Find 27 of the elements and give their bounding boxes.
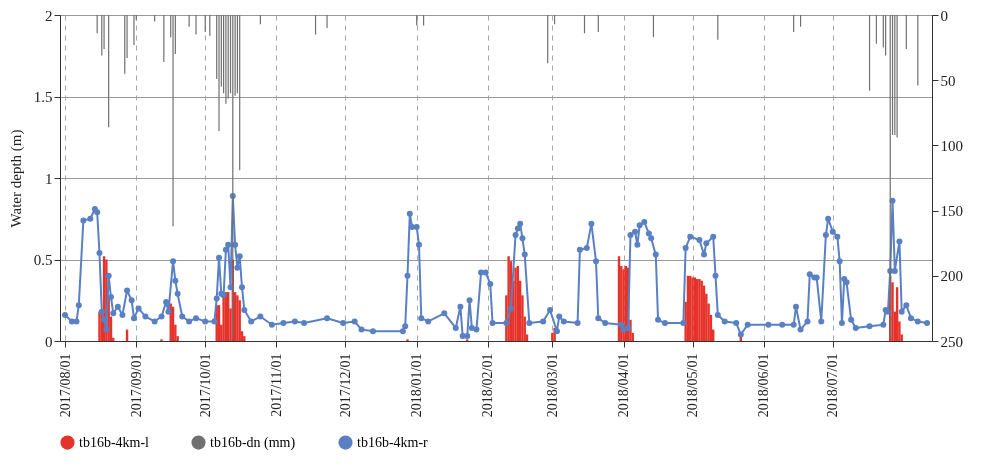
- legend-label: tb16b-dn (mm): [210, 434, 296, 451]
- y2-tick-label: 250: [940, 333, 963, 350]
- x-tick-label: 2017/08/01: [57, 353, 73, 418]
- y-axis-title: Water depth (m): [7, 129, 25, 228]
- y2-tick-label: 0: [940, 7, 948, 24]
- y2-tick-label: 150: [940, 203, 963, 220]
- x-tick-label: 2018/01/01: [409, 353, 425, 418]
- x-tick-label: 2018/04/01: [616, 353, 632, 418]
- x-tick-label: 2018/06/01: [756, 353, 772, 418]
- x-tick-label: 2017/10/01: [197, 353, 213, 418]
- x-tick-label: 2017/12/01: [337, 353, 353, 418]
- y2-tick-label: 50: [940, 72, 956, 89]
- x-tick-label: 2017/09/01: [128, 353, 144, 418]
- y-tick-label: 2: [45, 7, 53, 24]
- x-tick-label: 2018/02/01: [480, 353, 496, 418]
- legend-label: tb16b-4km-l: [79, 434, 150, 450]
- x-tick-label: 2018/03/01: [544, 353, 560, 418]
- x-tick-label: 2017/11/01: [268, 353, 284, 417]
- y-tick-label: 1.5: [33, 89, 53, 105]
- y2-tick-label: 200: [940, 268, 963, 285]
- x-tick-label: 2018/05/01: [685, 353, 701, 418]
- x-tick-label: 2018/07/01: [825, 353, 841, 418]
- y-tick-label: 0.5: [33, 252, 53, 268]
- y-tick-label: 1: [45, 170, 53, 187]
- y-tick-label: 0: [45, 333, 53, 350]
- y2-tick-label: 100: [940, 137, 963, 154]
- legend-label: tb16b-4km-r: [357, 434, 429, 450]
